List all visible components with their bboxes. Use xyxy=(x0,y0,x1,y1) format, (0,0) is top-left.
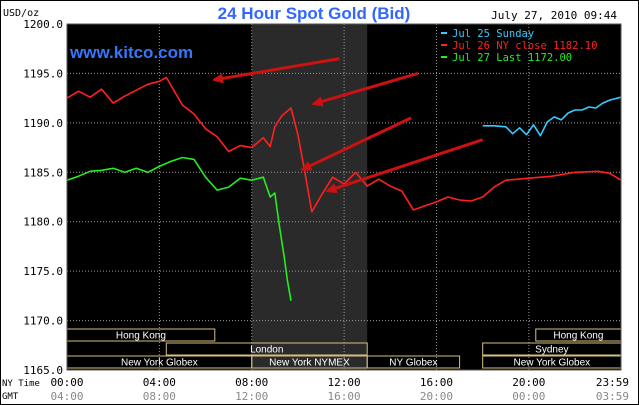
chart-title: 24 Hour Spot Gold (Bid) xyxy=(218,4,411,23)
session-label: New York Globex xyxy=(121,358,198,369)
legend-entry: Jul 26 NY close 1182.10 xyxy=(452,40,597,52)
session-label: Hong Kong xyxy=(553,331,603,342)
chart-timestamp: July 27, 2010 09:44 xyxy=(491,9,617,22)
series-jul25-line xyxy=(482,96,622,137)
annotation-arrow xyxy=(330,138,484,190)
session-label: Sydney xyxy=(535,345,568,356)
x-tick-label-ny: 04:00 xyxy=(143,376,176,389)
x-tick-label-gmt: 12:00 xyxy=(235,390,268,403)
y-tick-label: 1200.0 xyxy=(23,18,63,31)
x-tick-label-ny: 23:59 xyxy=(596,376,629,389)
annotation-arrow xyxy=(316,71,419,103)
y-axis-unit-label: USD/oz xyxy=(3,8,39,19)
x-axis-tz-label-ny: NY Time xyxy=(2,379,40,389)
session-label: New York NYMEX xyxy=(269,358,350,369)
x-tick-label-ny: 16:00 xyxy=(420,376,453,389)
x-tick-label-gmt: 04:00 xyxy=(50,390,83,403)
y-tick-label: 1170.0 xyxy=(23,315,63,328)
legend-entry: Jul 27 Last 1172.00 xyxy=(452,52,572,64)
x-tick-label-gmt: 03:59 xyxy=(596,390,629,403)
x-tick-label-gmt: 20:00 xyxy=(420,390,453,403)
session-label: Hong Kong xyxy=(116,331,166,342)
x-tick-label-ny: 12:00 xyxy=(328,376,361,389)
legend-entry: Jul 25 Sunday xyxy=(452,28,534,40)
y-tick-label: 1180.0 xyxy=(23,216,63,229)
y-tick-label: 1185.0 xyxy=(23,166,63,179)
session-box xyxy=(366,355,461,369)
session-label: London xyxy=(250,345,283,356)
session-label: NY Globex xyxy=(389,358,437,369)
x-tick-label-ny: 00:00 xyxy=(50,376,83,389)
series-jul26-line xyxy=(66,76,622,213)
annotation-arrow xyxy=(217,57,340,80)
x-tick-label-gmt: 16:00 xyxy=(328,390,361,403)
session-label: New York Globex xyxy=(513,358,590,369)
x-tick-label-ny: 20:00 xyxy=(512,376,545,389)
x-tick-label-gmt: 00:00 xyxy=(512,390,545,403)
y-tick-label: 1175.0 xyxy=(23,265,63,278)
series-jul27-line xyxy=(66,156,292,301)
x-tick-label-ny: 08:00 xyxy=(235,376,268,389)
session-box xyxy=(165,342,368,356)
x-axis-tz-label-gmt: GMT xyxy=(2,392,19,402)
y-tick-label: 1165.0 xyxy=(23,364,63,377)
y-tick-label: 1195.0 xyxy=(23,67,63,80)
y-tick-label: 1190.0 xyxy=(23,117,63,130)
plot-border xyxy=(66,23,622,371)
chart-watermark: www.kitco.com xyxy=(69,43,193,62)
x-tick-label-gmt: 08:00 xyxy=(143,390,176,403)
annotation-arrow xyxy=(305,116,412,168)
